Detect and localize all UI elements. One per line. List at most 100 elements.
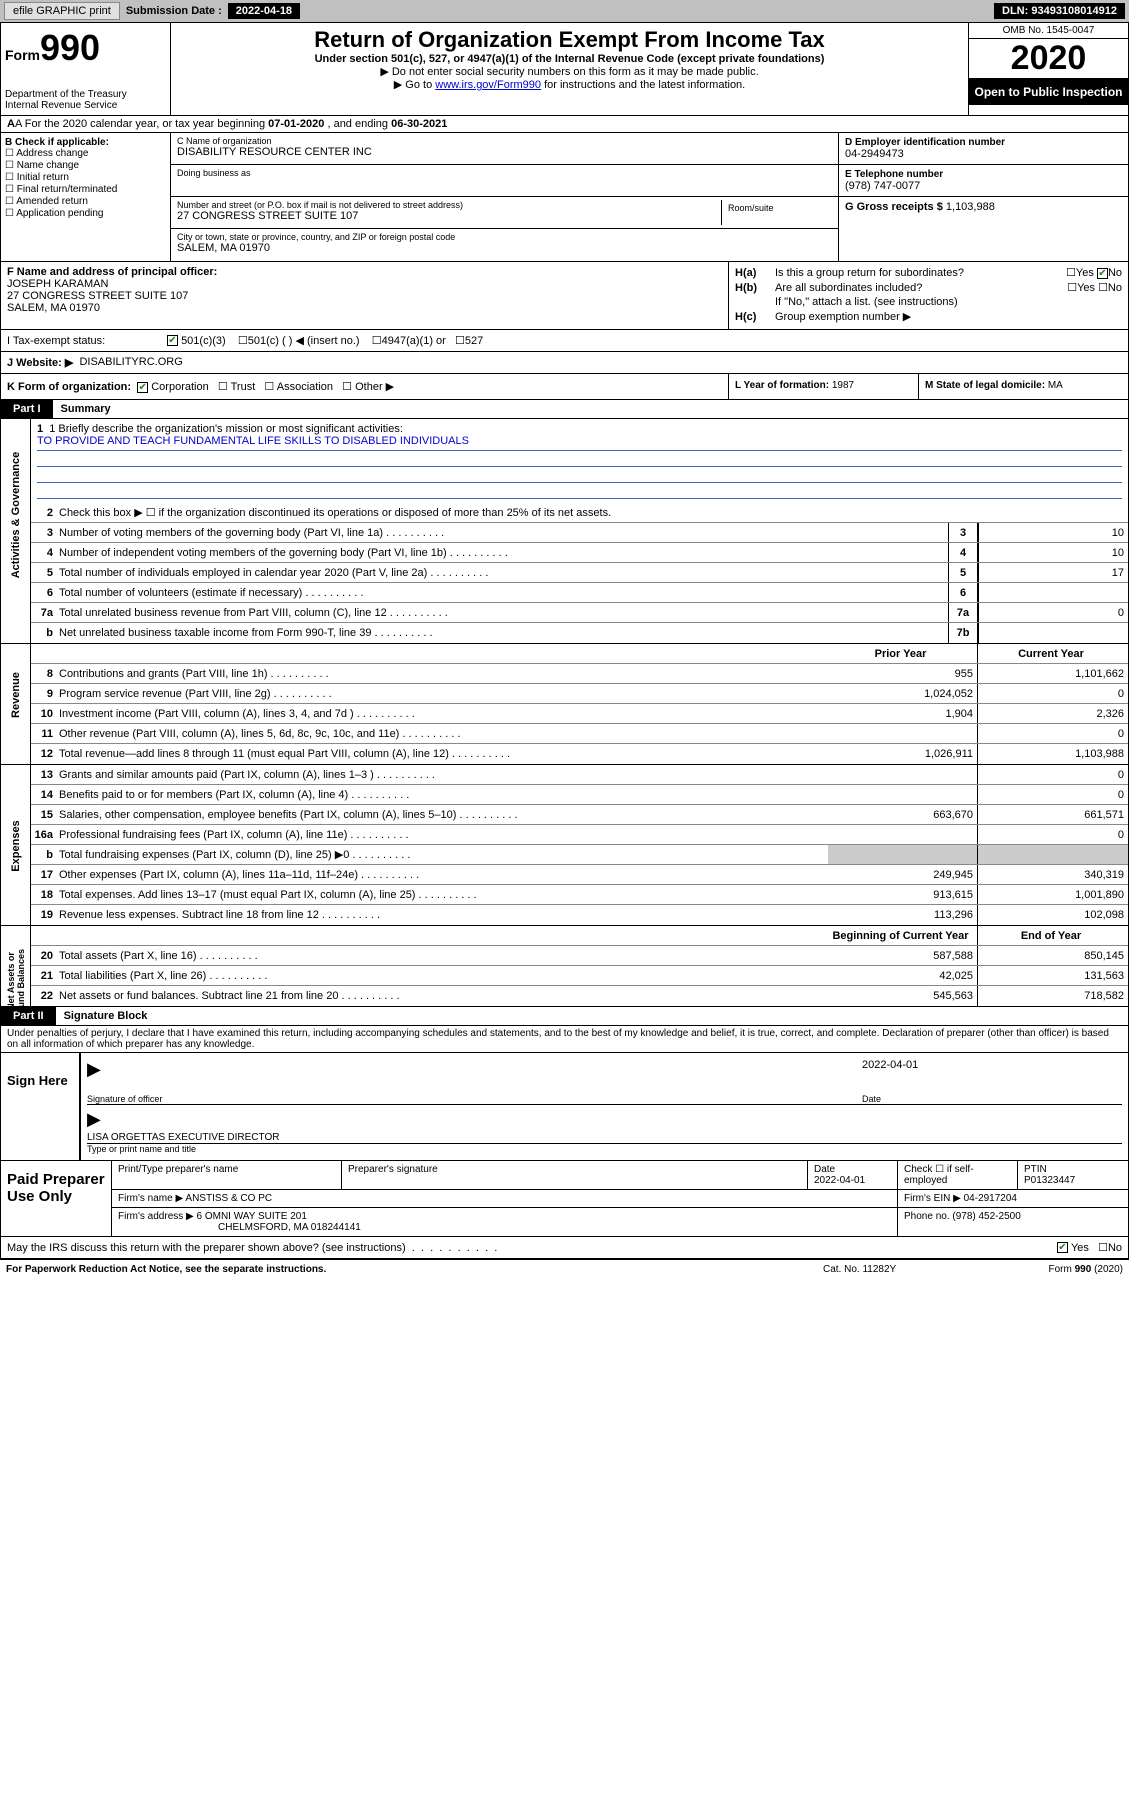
discuss-text: May the IRS discuss this return with the… (7, 1242, 1057, 1254)
line-b: bTotal fundraising expenses (Part IX, co… (31, 845, 1128, 865)
tax-year: 2020 (969, 39, 1128, 79)
chk-initial-return[interactable]: ☐ Initial return (5, 172, 166, 183)
gross-receipts: 1,103,988 (946, 201, 995, 213)
chk-name-change[interactable]: ☐ Name change (5, 160, 166, 171)
officer-addr1: 27 CONGRESS STREET SUITE 107 (7, 290, 188, 302)
rev-header: Prior Year Current Year (31, 644, 1128, 664)
col-b-checkboxes: B Check if applicable: ☐ Address change … (1, 133, 171, 261)
perjury-text: Under penalties of perjury, I declare th… (1, 1026, 1128, 1053)
line-15: 15Salaries, other compensation, employee… (31, 805, 1128, 825)
omb-number: OMB No. 1545-0047 (969, 23, 1128, 39)
ein-label: D Employer identification number (845, 137, 1122, 148)
gov-section: Activities & Governance 1 1 Briefly desc… (1, 419, 1128, 644)
year-end: 06-30-2021 (391, 118, 447, 130)
chk-final-return[interactable]: ☐ Final return/terminated (5, 184, 166, 195)
website: DISABILITYRC.ORG (79, 356, 182, 369)
chk-501c3[interactable] (167, 335, 178, 346)
section-fh: F Name and address of principal officer:… (1, 262, 1128, 330)
chk-address-change[interactable]: ☐ Address change (5, 148, 166, 159)
ptin: P01323447 (1024, 1175, 1075, 1186)
efile-button[interactable]: efile GRAPHIC print (4, 2, 120, 20)
firm-name: ANSTISS & CO PC (185, 1193, 272, 1204)
chk-application-pending[interactable]: ☐ Application pending (5, 208, 166, 219)
firm-ein: 04-2917204 (964, 1193, 1017, 1204)
ein-cell: D Employer identification number 04-2949… (839, 133, 1128, 165)
col-h: H(a) Is this a group return for subordin… (728, 262, 1128, 329)
org-name: DISABILITY RESOURCE CENTER INC (177, 146, 832, 158)
discuss-yes-check[interactable] (1057, 1242, 1068, 1253)
org-name-label: C Name of organization (177, 136, 832, 146)
line-10: 10Investment income (Part VIII, column (… (31, 704, 1128, 724)
line-5: 5Total number of individuals employed in… (31, 563, 1128, 583)
mission-blank2 (37, 467, 1122, 483)
street: 27 CONGRESS STREET SUITE 107 (177, 210, 721, 222)
hc-label: H(c) (735, 311, 775, 323)
line-21: 21Total liabilities (Part X, line 26)42,… (31, 966, 1128, 986)
part1-label: Part I (1, 400, 53, 418)
firm-ein-label: Firm's EIN ▶ (904, 1193, 961, 1204)
net-header: Beginning of Current Year End of Year (31, 926, 1128, 946)
row-j: J Website: ▶ DISABILITYRC.ORG (1, 352, 1128, 374)
line-4: 4Number of independent voting members of… (31, 543, 1128, 563)
discuss-row: May the IRS discuss this return with the… (1, 1237, 1128, 1259)
line-6: 6Total number of volunteers (estimate if… (31, 583, 1128, 603)
rowa-mid: , and ending (324, 118, 391, 130)
col-eoy: End of Year (978, 926, 1128, 945)
prep-date: 2022-04-01 (814, 1175, 865, 1186)
org-name-cell: C Name of organization DISABILITY RESOUR… (171, 133, 838, 165)
vlabel-gov: Activities & Governance (1, 419, 31, 643)
line-11: 11Other revenue (Part VIII, column (A), … (31, 724, 1128, 744)
phone: (978) 747-0077 (845, 180, 1122, 192)
firm-addr-label: Firm's address ▶ (118, 1211, 194, 1222)
gross-label: G Gross receipts $ (845, 201, 946, 213)
mission-text: TO PROVIDE AND TEACH FUNDAMENTAL LIFE SK… (37, 435, 1122, 451)
mission-block: 1 1 Briefly describe the organization's … (31, 419, 1128, 503)
form-small: Form (5, 47, 40, 63)
hc-text: Group exemption number ▶ (775, 310, 1122, 323)
ha-no-check[interactable] (1097, 268, 1108, 279)
chk-amended[interactable]: ☐ Amended return (5, 196, 166, 207)
firm-phone-label: Phone no. (904, 1211, 952, 1222)
title-box: Return of Organization Exempt From Incom… (171, 23, 968, 115)
phone-cell: E Telephone number (978) 747-0077 (839, 165, 1128, 197)
part1-header-row: Part I Summary (1, 400, 1128, 419)
part1-title: Summary (53, 403, 111, 415)
ssn-warning: ▶ Do not enter social security numbers o… (175, 65, 964, 78)
exp-section: Expenses 13Grants and similar amounts pa… (1, 765, 1128, 926)
firm-addr2: CHELMSFORD, MA 018244141 (218, 1222, 361, 1233)
ha-yesno: ☐Yes No (1066, 266, 1122, 279)
officer-label: F Name and address of principal officer: (7, 266, 217, 278)
submission-label: Submission Date : (126, 5, 222, 17)
dba-label: Doing business as (177, 168, 832, 178)
opt-501c3: 501(c)(3) (181, 335, 226, 347)
form-subtitle: Under section 501(c), 527, or 4947(a)(1)… (175, 53, 964, 65)
form-title: Return of Organization Exempt From Incom… (175, 27, 964, 53)
vlabel-exp: Expenses (1, 765, 31, 925)
website-label: J Website: ▶ (7, 356, 73, 369)
hb-note: If "No," attach a list. (see instruction… (775, 296, 1122, 308)
goto-suffix: for instructions and the latest informat… (541, 79, 745, 91)
line-2: 2Check this box ▶ ☐ if the organization … (31, 503, 1128, 523)
firm-addr1: 6 OMNI WAY SUITE 201 (197, 1211, 307, 1222)
chk-corp[interactable] (137, 382, 148, 393)
k-label: K Form of organization: (7, 381, 131, 393)
prep-name-label: Print/Type preparer's name (112, 1161, 342, 1189)
row-klm: K Form of organization: Corporation ☐ Tr… (1, 374, 1128, 400)
open-public: Open to Public Inspection (969, 79, 1128, 105)
col-f: F Name and address of principal officer:… (1, 262, 728, 329)
rev-section: Revenue Prior Year Current Year 8Contrib… (1, 644, 1128, 765)
mission-label: 1 Briefly describe the organization's mi… (49, 423, 403, 435)
city: SALEM, MA 01970 (177, 242, 832, 254)
instructions-line: ▶ Go to www.irs.gov/Form990 for instruct… (175, 78, 964, 91)
goto-prefix: ▶ Go to (394, 79, 435, 91)
type-label: Type or print name and title (87, 1144, 1122, 1154)
opt-501c: 501(c) ( ) ◀ (insert no.) (248, 334, 360, 347)
instructions-link[interactable]: www.irs.gov/Form990 (435, 79, 541, 91)
l-year: L Year of formation: 1987 (728, 374, 918, 399)
col-d: D Employer identification number 04-2949… (838, 133, 1128, 261)
street-cell: Number and street (or P.O. box if mail i… (171, 197, 838, 229)
sign-date: 2022-04-01 (862, 1059, 1122, 1080)
vlabel-net: Net Assets orFund Balances (1, 926, 31, 1006)
ha-label: H(a) (735, 267, 775, 279)
footer-row: For Paperwork Reduction Act Notice, see … (0, 1260, 1129, 1279)
